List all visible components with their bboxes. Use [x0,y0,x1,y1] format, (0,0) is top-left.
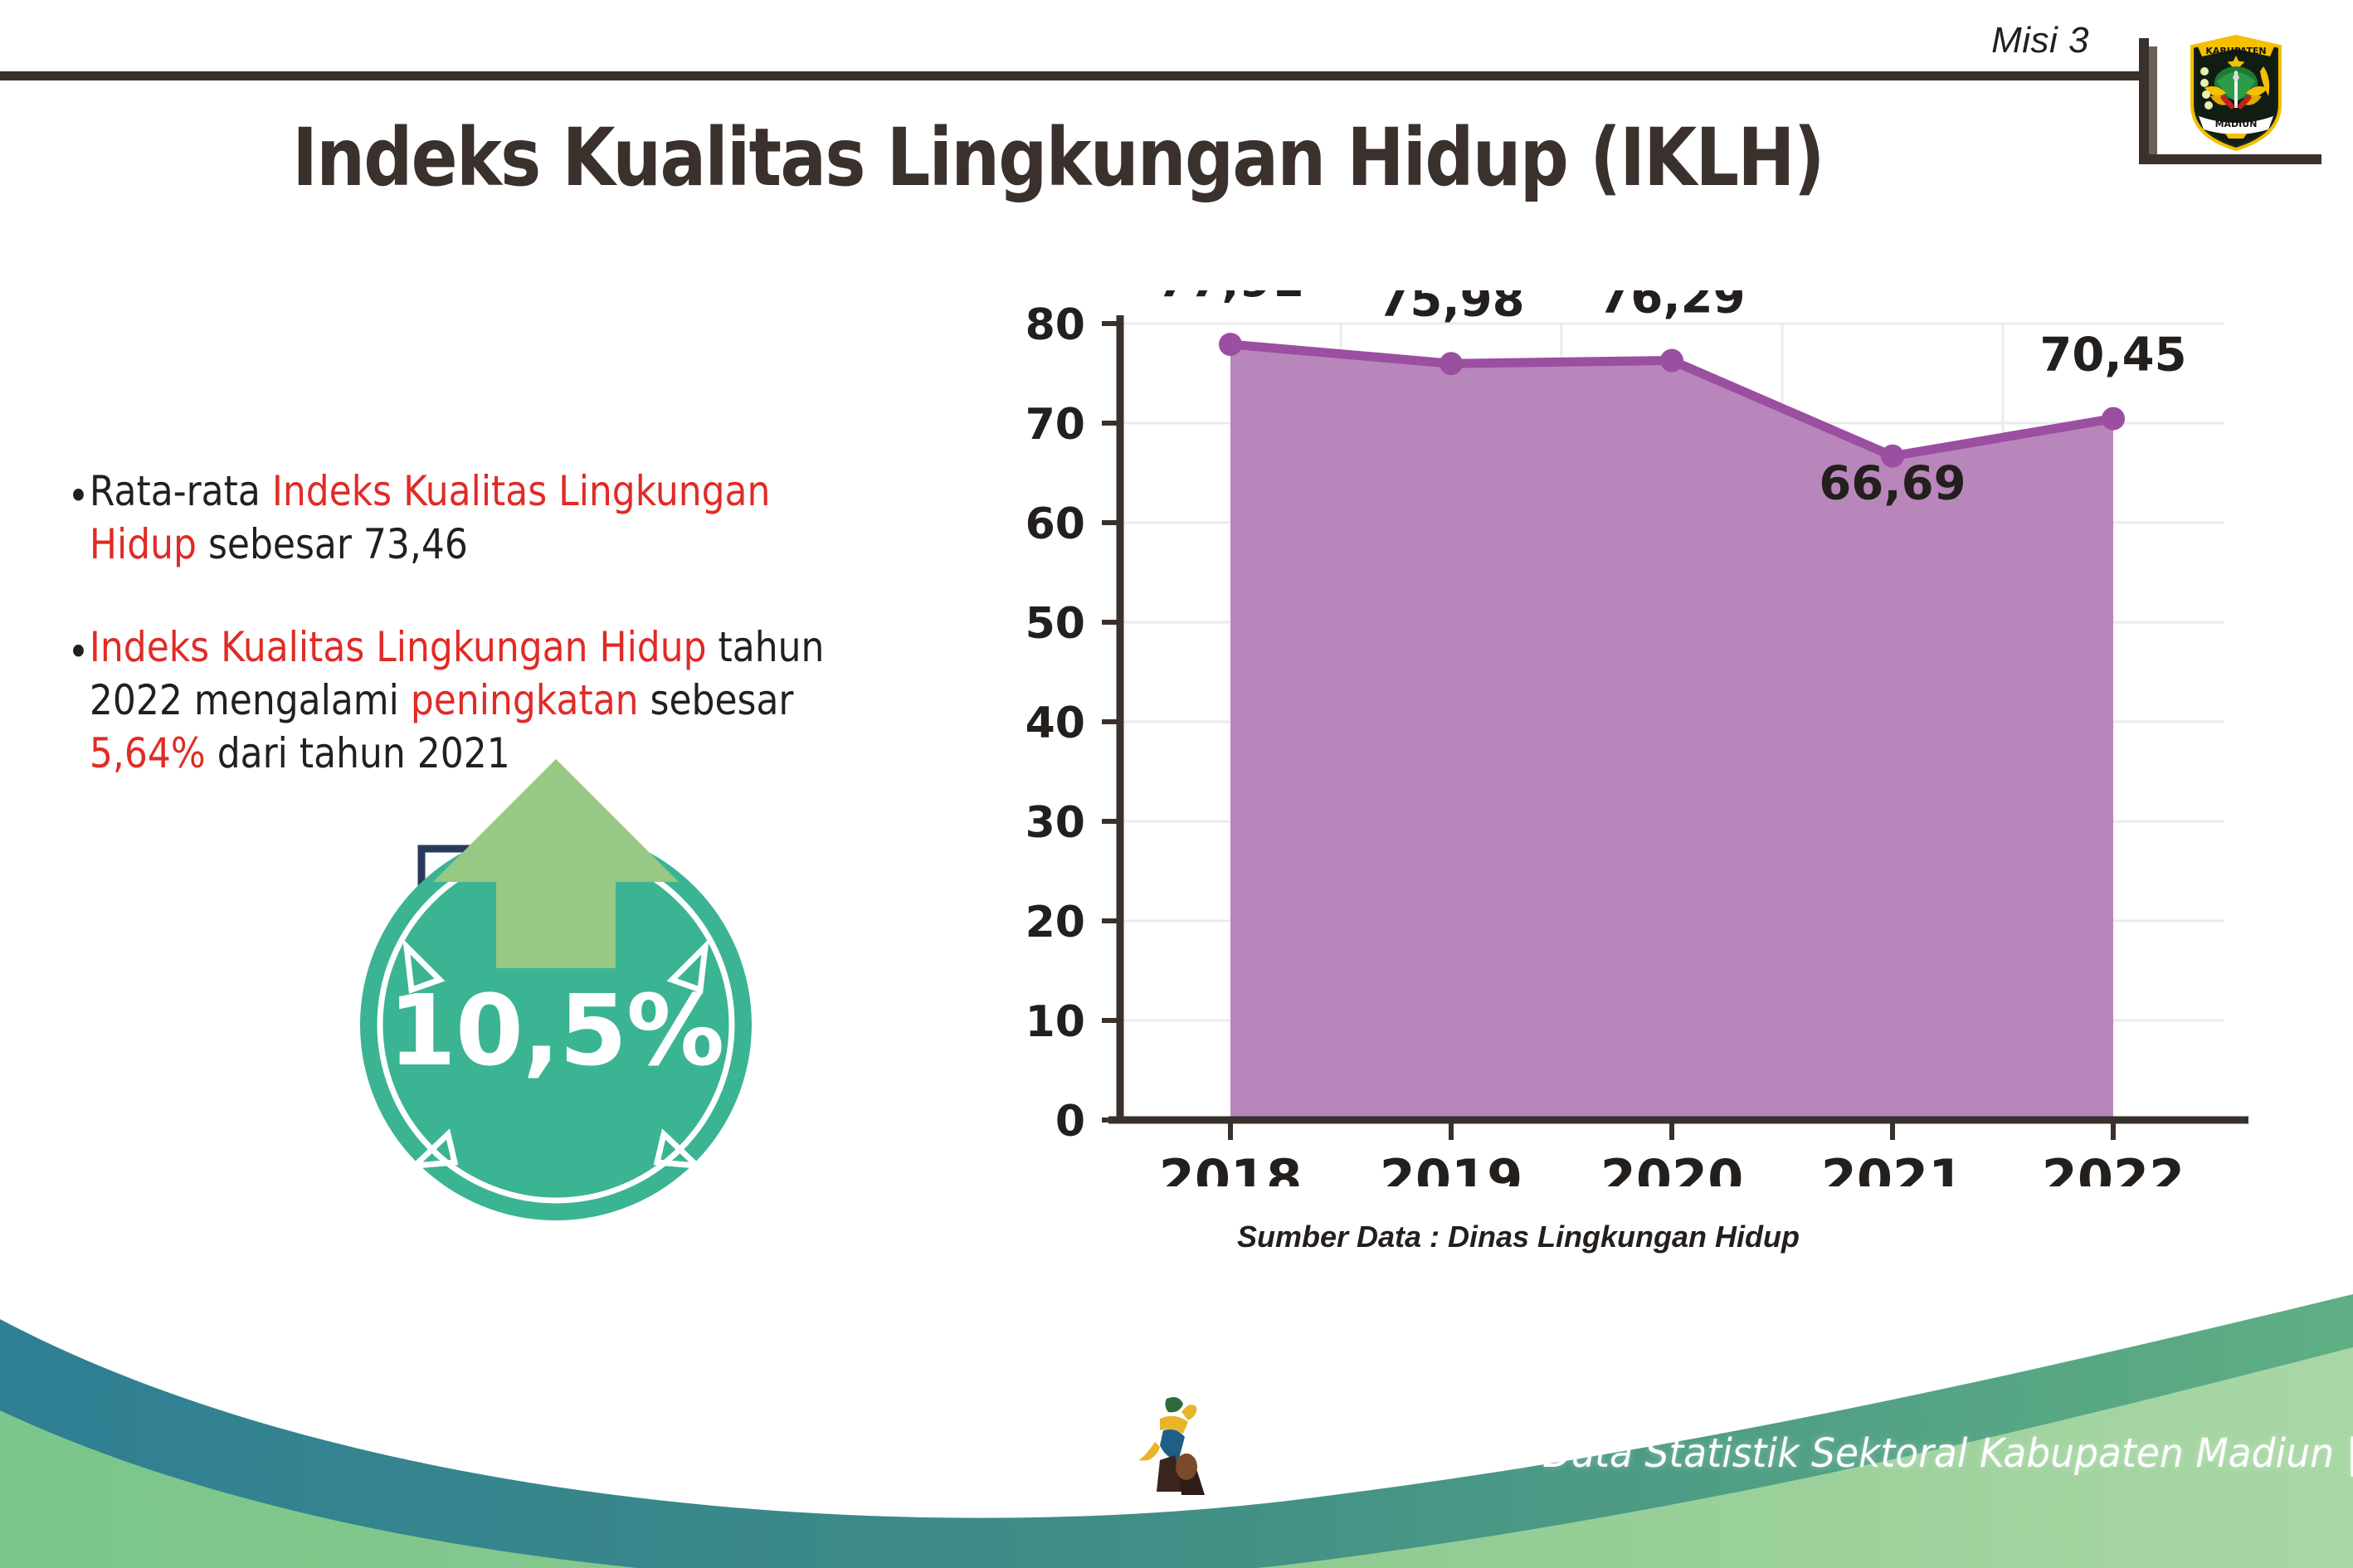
bullet-text-highlight: peningkatan [410,676,639,724]
up-arrow-icon [433,759,679,968]
y-axis-tick-label: 80 [1025,300,1085,350]
data-point-marker [1660,348,1683,373]
kabupaten-madiun-emblem-icon: KABUPATEN MADIUN [2184,28,2288,153]
y-axis-tick-label: 40 [1025,699,1085,748]
data-point-label: 70,45 [2039,329,2186,382]
data-point-label: 77,91 [1157,290,1303,308]
growth-badge: 10,5% [324,751,788,1224]
bullet-text: Rata-rata [89,467,272,515]
x-axis-tick-label: 2022 [2042,1148,2185,1186]
data-point-label: 66,69 [1819,457,1966,511]
bullet-marker-icon: • [67,472,90,520]
x-axis-tick-label: 2020 [1600,1148,1744,1186]
svg-text:MADIUN: MADIUN [2215,119,2258,129]
bullet-text: tahun 2022 mengalami [89,623,825,724]
mission-label: Misi 3 [1991,20,2089,61]
page-title: Indeks Kualitas Lingkungan Hidup (IKLH) [292,111,1824,204]
data-point-marker [2102,407,2125,431]
bullet-text: sebesar 73,46 [196,520,468,568]
bullet-text-highlight: Indeks Kualitas Lingkungan Hidup [89,467,771,568]
area-fill [1230,344,2113,1120]
bullet-marker-icon: • [67,628,90,676]
data-point-label: 75,98 [1377,290,1524,327]
chart-source-note: Sumber Data : Dinas Lingkungan Hidup [1236,1220,1800,1254]
x-axis-tick-label: 2019 [1380,1148,1523,1186]
wave-bottom [0,1347,2353,1568]
header-bracket-bottom [2139,154,2321,164]
y-axis-tick-label: 70 [1025,400,1085,450]
footer-caption: Media Infografis Data Statistik Sektoral… [1226,1430,2353,1477]
bullet-text-highlight: Indeks Kualitas Lingkungan Hidup [89,623,707,671]
footer-waves [0,1286,2353,1568]
header-rule [0,71,2147,80]
y-axis-tick-label: 60 [1025,499,1085,549]
svg-text:KABUPATEN: KABUPATEN [2205,46,2266,56]
data-point-marker [1881,444,1904,468]
y-axis-tick-label: 30 [1025,798,1085,848]
header-bracket-shadow [2149,46,2157,154]
badge-circle [360,829,752,1220]
bullet-text: dari tahun 2021 [205,729,510,777]
bullet-text: sebesar [638,676,794,724]
data-point-label: 76,29 [1598,290,1745,324]
y-axis-tick-label: 50 [1025,599,1085,649]
y-axis-tick-label: 10 [1025,997,1085,1047]
header-bracket-vertical [2139,38,2149,164]
x-axis-tick-label: 2018 [1159,1148,1303,1186]
y-axis-tick-label: 20 [1025,898,1085,947]
data-point-marker [1219,333,1242,357]
bullet-list: • Rata-rata Indeks Kualitas Lingkungan Hi… [65,465,986,830]
y-axis-tick-label: 0 [1055,1097,1085,1147]
bullet-item: • Indeks Kualitas Lingkungan Hidup tahun … [65,621,875,780]
iklh-area-chart: 0 10 20 30 40 50 60 70 80 2018 2019 2020 2021 2022 77,… [979,290,2257,1186]
bullet-text-highlight: 5,64% [89,729,206,777]
bullet-item: • Rata-rata Indeks Kualitas Lingkungan Hi… [65,465,875,571]
media-infografis-figure-icon [1135,1390,1226,1498]
badge-value: 10,5% [387,973,724,1088]
x-axis-tick-label: 2021 [1821,1148,1965,1186]
badge-corner-arrows-icon [402,938,709,1170]
data-point-marker [1440,352,1463,376]
